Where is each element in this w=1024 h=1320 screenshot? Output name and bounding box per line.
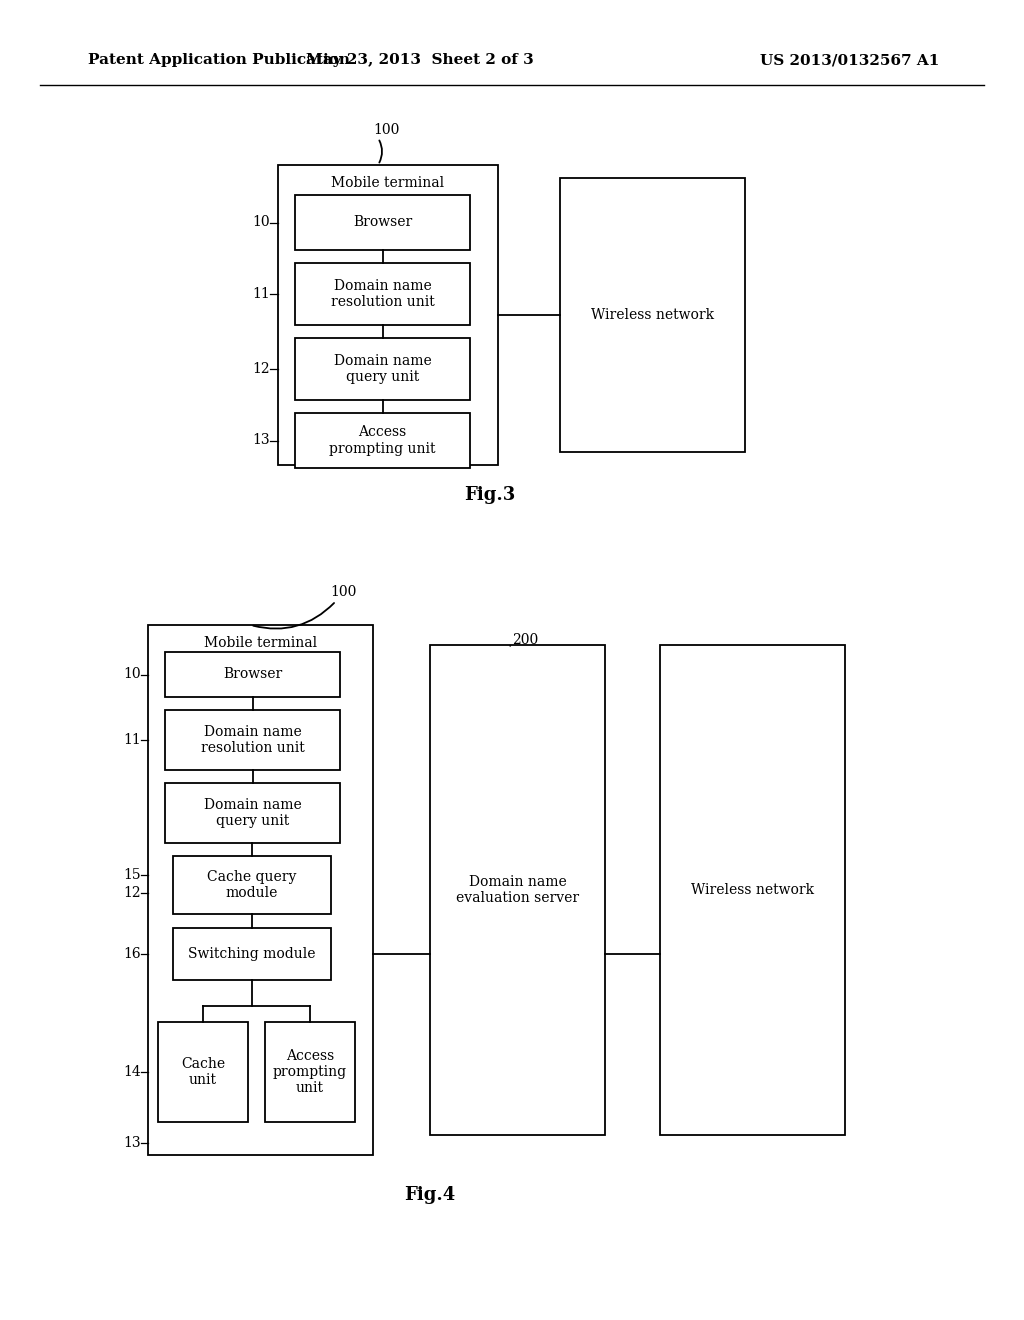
Bar <box>265 1022 355 1122</box>
Text: US 2013/0132567 A1: US 2013/0132567 A1 <box>760 53 939 67</box>
Bar <box>295 338 470 400</box>
Text: 13: 13 <box>123 1137 140 1150</box>
Text: Fig.3: Fig.3 <box>464 486 516 504</box>
Text: Access
prompting
unit: Access prompting unit <box>273 1049 347 1096</box>
Bar <box>430 645 605 1135</box>
Bar <box>148 624 373 1155</box>
FancyArrowPatch shape <box>253 603 334 628</box>
Text: 10: 10 <box>123 668 140 681</box>
Text: May 23, 2013  Sheet 2 of 3: May 23, 2013 Sheet 2 of 3 <box>306 53 534 67</box>
Text: 14: 14 <box>123 1065 140 1078</box>
Text: Mobile terminal: Mobile terminal <box>204 636 317 649</box>
Text: 11: 11 <box>123 733 140 747</box>
Text: Domain name
query unit: Domain name query unit <box>204 797 301 828</box>
Text: Switching module: Switching module <box>188 946 315 961</box>
Text: 10: 10 <box>252 215 269 230</box>
Text: Domain name
resolution unit: Domain name resolution unit <box>331 279 434 309</box>
Text: Domain name
evaluation server: Domain name evaluation server <box>456 875 579 906</box>
Text: Cache query
module: Cache query module <box>207 870 297 900</box>
Text: Patent Application Publication: Patent Application Publication <box>88 53 350 67</box>
Text: 13: 13 <box>252 433 269 447</box>
Text: 100: 100 <box>373 123 399 137</box>
Bar <box>295 263 470 325</box>
Text: Wireless network: Wireless network <box>591 308 714 322</box>
Text: 16: 16 <box>123 946 140 961</box>
Text: Cache
unit: Cache unit <box>181 1057 225 1088</box>
Text: 11: 11 <box>252 286 269 301</box>
Bar <box>173 928 331 979</box>
Bar <box>278 165 498 465</box>
Bar <box>173 855 331 913</box>
Bar <box>560 178 745 451</box>
Text: 12: 12 <box>123 886 140 900</box>
Text: 200: 200 <box>512 634 539 647</box>
Text: Domain name
query unit: Domain name query unit <box>334 354 431 384</box>
Text: Domain name
resolution unit: Domain name resolution unit <box>201 725 304 755</box>
Text: 15: 15 <box>123 869 140 882</box>
Bar <box>165 710 340 770</box>
Text: Wireless network: Wireless network <box>691 883 814 898</box>
Text: Mobile terminal: Mobile terminal <box>332 176 444 190</box>
Text: 100: 100 <box>330 585 356 599</box>
Bar <box>660 645 845 1135</box>
Bar <box>158 1022 248 1122</box>
Text: Access
prompting unit: Access prompting unit <box>330 425 436 455</box>
Text: Browser: Browser <box>353 215 412 230</box>
Bar <box>295 413 470 469</box>
Bar <box>295 195 470 249</box>
Text: Fig.4: Fig.4 <box>404 1185 456 1204</box>
Bar <box>165 652 340 697</box>
Text: 12: 12 <box>252 362 269 376</box>
Bar <box>165 783 340 843</box>
FancyArrowPatch shape <box>379 140 382 162</box>
Text: Browser: Browser <box>223 668 283 681</box>
